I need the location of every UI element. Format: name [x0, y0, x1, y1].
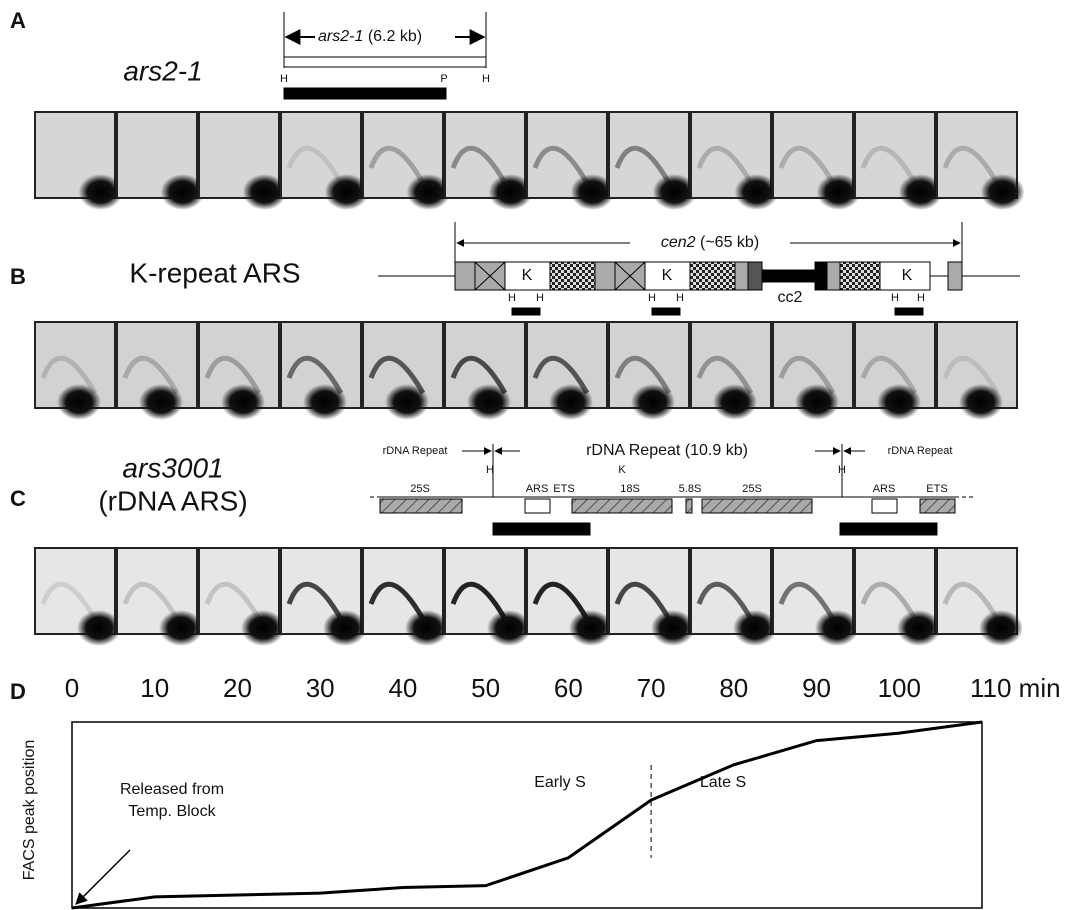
element: 25S [742, 483, 762, 495]
element: ETS [553, 483, 574, 495]
gel-spot [651, 610, 695, 646]
x-tick-label: 60 [554, 673, 583, 703]
panel-letter: C [10, 486, 26, 511]
gel-spot [77, 610, 121, 646]
gel-spot [877, 384, 921, 420]
site: H [838, 464, 846, 476]
gel-spot [815, 610, 859, 646]
repeat-label: rDNA Repeat [383, 445, 448, 457]
site: K [618, 464, 626, 476]
site: H [917, 292, 925, 304]
x-tick-label: 80 [719, 673, 748, 703]
gel-spot [467, 384, 511, 420]
gel-spot [221, 384, 265, 420]
site: H [676, 292, 684, 304]
gel-spot [631, 384, 675, 420]
x-tick-label: 10 [140, 673, 169, 703]
gel-spot [713, 384, 757, 420]
site: H [536, 292, 544, 304]
gel-spot [241, 610, 285, 646]
gel-spot [897, 610, 941, 646]
repeat-label: rDNA Repeat [888, 445, 953, 457]
x-tick-label: 20 [223, 673, 252, 703]
x-tick-label: 70 [637, 673, 666, 703]
annotation-arrow [76, 850, 130, 904]
map-label: ars2-1 (6.2 kb) [318, 28, 422, 45]
x-tick-label: 0 [65, 673, 79, 703]
x-tick-label: 110 min [970, 673, 1061, 703]
site: P [440, 73, 447, 85]
panel-letter: B [10, 264, 26, 289]
panel-letter: A [10, 8, 26, 33]
annotation: Early S [534, 774, 586, 791]
k-label: K [522, 267, 533, 284]
figure: A ars2-1 ars2-1 (6.2 kb) H P H B K-repea… [0, 0, 1083, 910]
gel-spot [569, 610, 613, 646]
repeat-label: rDNA Repeat (10.9 kb) [586, 442, 748, 459]
panel-letter: D [10, 679, 26, 704]
panel-subname: (rDNA ARS) [98, 485, 247, 516]
x-tick-label: 40 [388, 673, 417, 703]
element: ARS [526, 483, 549, 495]
site: H [891, 292, 899, 304]
element: ETS [926, 483, 947, 495]
element: 5.8S [679, 483, 702, 495]
site: H [486, 464, 494, 476]
gel-spot [385, 384, 429, 420]
element: 18S [620, 483, 640, 495]
panel-name: ars2-1 [123, 55, 202, 86]
map-a [284, 12, 486, 99]
x-tick-label: 100 [878, 673, 921, 703]
gel-spot [139, 384, 183, 420]
gel-images [35, 112, 1025, 646]
x-tick-label: 50 [471, 673, 500, 703]
element: 25S [410, 483, 430, 495]
x-tick-label: 30 [306, 673, 335, 703]
gel-spot [959, 384, 1003, 420]
gel-spot [323, 610, 367, 646]
k-label: K [662, 267, 673, 284]
gel-spot [303, 384, 347, 420]
gel-spot [405, 610, 449, 646]
gel-spot [487, 610, 531, 646]
y-axis-label: FACS peak position [21, 740, 38, 881]
core-label: cc2 [778, 289, 803, 306]
panel-name: K-repeat ARS [129, 257, 300, 288]
site: H [482, 73, 490, 85]
k-label: K [902, 267, 913, 284]
gel-spot [733, 610, 777, 646]
gel-spot [795, 384, 839, 420]
gel-spot [981, 174, 1025, 210]
site: H [648, 292, 656, 304]
x-tick-label: 90 [802, 673, 831, 703]
gel-spot [979, 610, 1023, 646]
gel-spot [57, 384, 101, 420]
panel-name: ars3001 [122, 452, 223, 483]
site: H [508, 292, 516, 304]
site: H [280, 73, 288, 85]
gel-spot [159, 610, 203, 646]
gel-spot [549, 384, 593, 420]
map-label: cen2 (~65 kb) [661, 234, 759, 251]
element: ARS [873, 483, 896, 495]
